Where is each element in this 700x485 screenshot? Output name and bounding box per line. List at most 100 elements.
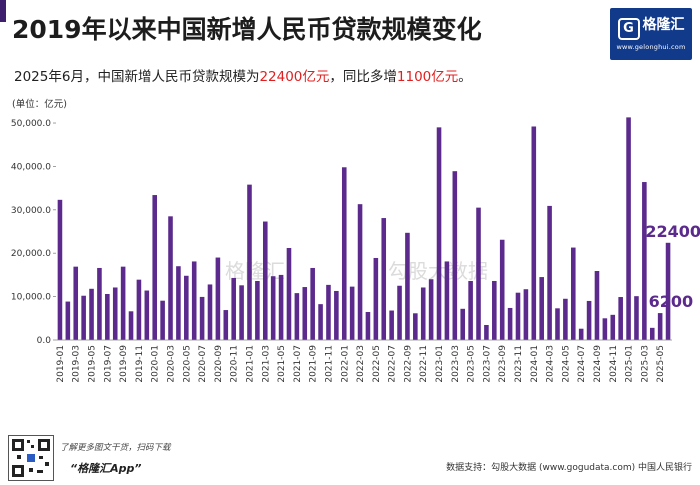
x-tick-label: 2024-05 [561, 345, 571, 383]
bar [136, 279, 142, 340]
subtitle-prefix: 2025年6月，中国新增人民币贷款规模为 [14, 69, 260, 85]
bar [642, 182, 647, 340]
x-tick-label: 2021-03 [261, 345, 271, 383]
bar [413, 313, 418, 340]
x-tick-label: 2024-11 [609, 345, 619, 383]
bar [160, 300, 165, 340]
bar [239, 285, 244, 340]
x-tick-label: 2022-01 [340, 345, 350, 383]
bar [207, 284, 213, 340]
y-tick-label: 50,000.0 [11, 119, 51, 129]
x-tick-label: 2020-11 [230, 345, 240, 383]
bar [492, 280, 497, 340]
x-tick-label: 2023-01 [435, 345, 445, 383]
bar [223, 310, 229, 340]
bar [168, 216, 173, 340]
bar [191, 261, 197, 340]
x-tick-label: 2020-09 [214, 345, 224, 383]
bar [176, 266, 181, 340]
bar [199, 296, 205, 340]
x-tick-label: 2022-09 [403, 345, 413, 383]
bar [128, 311, 134, 340]
bar [294, 293, 300, 340]
bar [397, 285, 402, 340]
bar [405, 232, 410, 340]
bar [334, 290, 339, 340]
subtitle-mid: ，同比多增 [329, 69, 397, 85]
bar [634, 296, 639, 340]
brand-url: www.gelonghui.com [616, 43, 686, 51]
bar [657, 313, 663, 340]
bar [349, 286, 355, 340]
bar [626, 117, 631, 341]
bar [586, 300, 592, 340]
x-tick-label: 2023-03 [451, 345, 461, 383]
subtitle-suffix: 。 [458, 69, 472, 85]
bar [373, 257, 379, 340]
bar [310, 267, 315, 340]
x-tick-label: 2020-07 [198, 345, 208, 383]
x-tick-label: 2022-07 [388, 345, 398, 383]
bar [618, 297, 623, 340]
bar [539, 277, 544, 340]
bar [665, 242, 671, 340]
qr-code-icon [8, 435, 54, 481]
bar [318, 304, 323, 340]
bar [286, 248, 292, 340]
x-tick-label: 2023-09 [498, 345, 508, 383]
bar [215, 257, 221, 340]
subtitle-highlight-growth: 1100亿元 [396, 69, 459, 85]
bar [112, 287, 118, 340]
bar [420, 287, 426, 340]
title-accent-bar [0, 0, 6, 22]
x-tick-label: 2020-03 [167, 345, 177, 383]
footer-source: 数据支持：勾股大数据 (www.gogudata.com) 中国人民银行 [446, 463, 692, 473]
bar [547, 205, 552, 340]
chart-title: 2019年以来中国新增人民币贷款规模变化 [12, 15, 482, 44]
x-tick-label: 2024-03 [546, 345, 556, 383]
x-tick-label: 2021-11 [324, 345, 334, 383]
g-logo-icon: G [617, 18, 640, 40]
x-tick-label: 2019-09 [119, 345, 129, 383]
x-tick-label: 2020-01 [151, 345, 161, 383]
bar [523, 289, 529, 340]
data-label: 6200 [649, 292, 694, 311]
x-tick-label: 2021-07 [293, 345, 303, 383]
x-tick-label: 2022-03 [356, 345, 366, 383]
bar [357, 204, 363, 340]
bar [452, 171, 458, 340]
bar [255, 280, 260, 340]
bar [594, 271, 600, 340]
y-tick-label: 10,000.0 [11, 293, 51, 303]
bar [476, 207, 481, 340]
bar [302, 287, 308, 340]
bar [365, 311, 371, 340]
bar [602, 318, 608, 340]
x-tick-label: 2019-05 [88, 345, 98, 383]
bar [499, 239, 505, 340]
bar [144, 290, 150, 340]
y-tick-label: 0.0 [37, 336, 52, 346]
bar [262, 221, 268, 340]
x-tick-label: 2019-01 [56, 345, 66, 383]
bar [81, 295, 86, 340]
y-tick-label: 20,000.0 [11, 249, 51, 259]
x-tick-label: 2019-11 [135, 345, 145, 383]
footer-promo: 了解更多图文干货，扫码下载 [60, 443, 171, 453]
bar [231, 277, 236, 340]
x-tick-label: 2024-09 [593, 345, 603, 383]
x-tick-label: 2022-11 [419, 345, 429, 383]
bar [247, 184, 252, 340]
bar [105, 294, 110, 340]
bar [460, 308, 466, 340]
bar [555, 308, 560, 340]
unit-label: (单位：亿元) [12, 99, 67, 110]
brand-name: 格隆汇 [642, 17, 685, 33]
bar [428, 279, 434, 340]
bar [389, 310, 394, 340]
bar [381, 218, 387, 340]
bar [444, 261, 450, 340]
bar [341, 167, 347, 340]
bar [120, 266, 126, 340]
bar [563, 298, 568, 340]
